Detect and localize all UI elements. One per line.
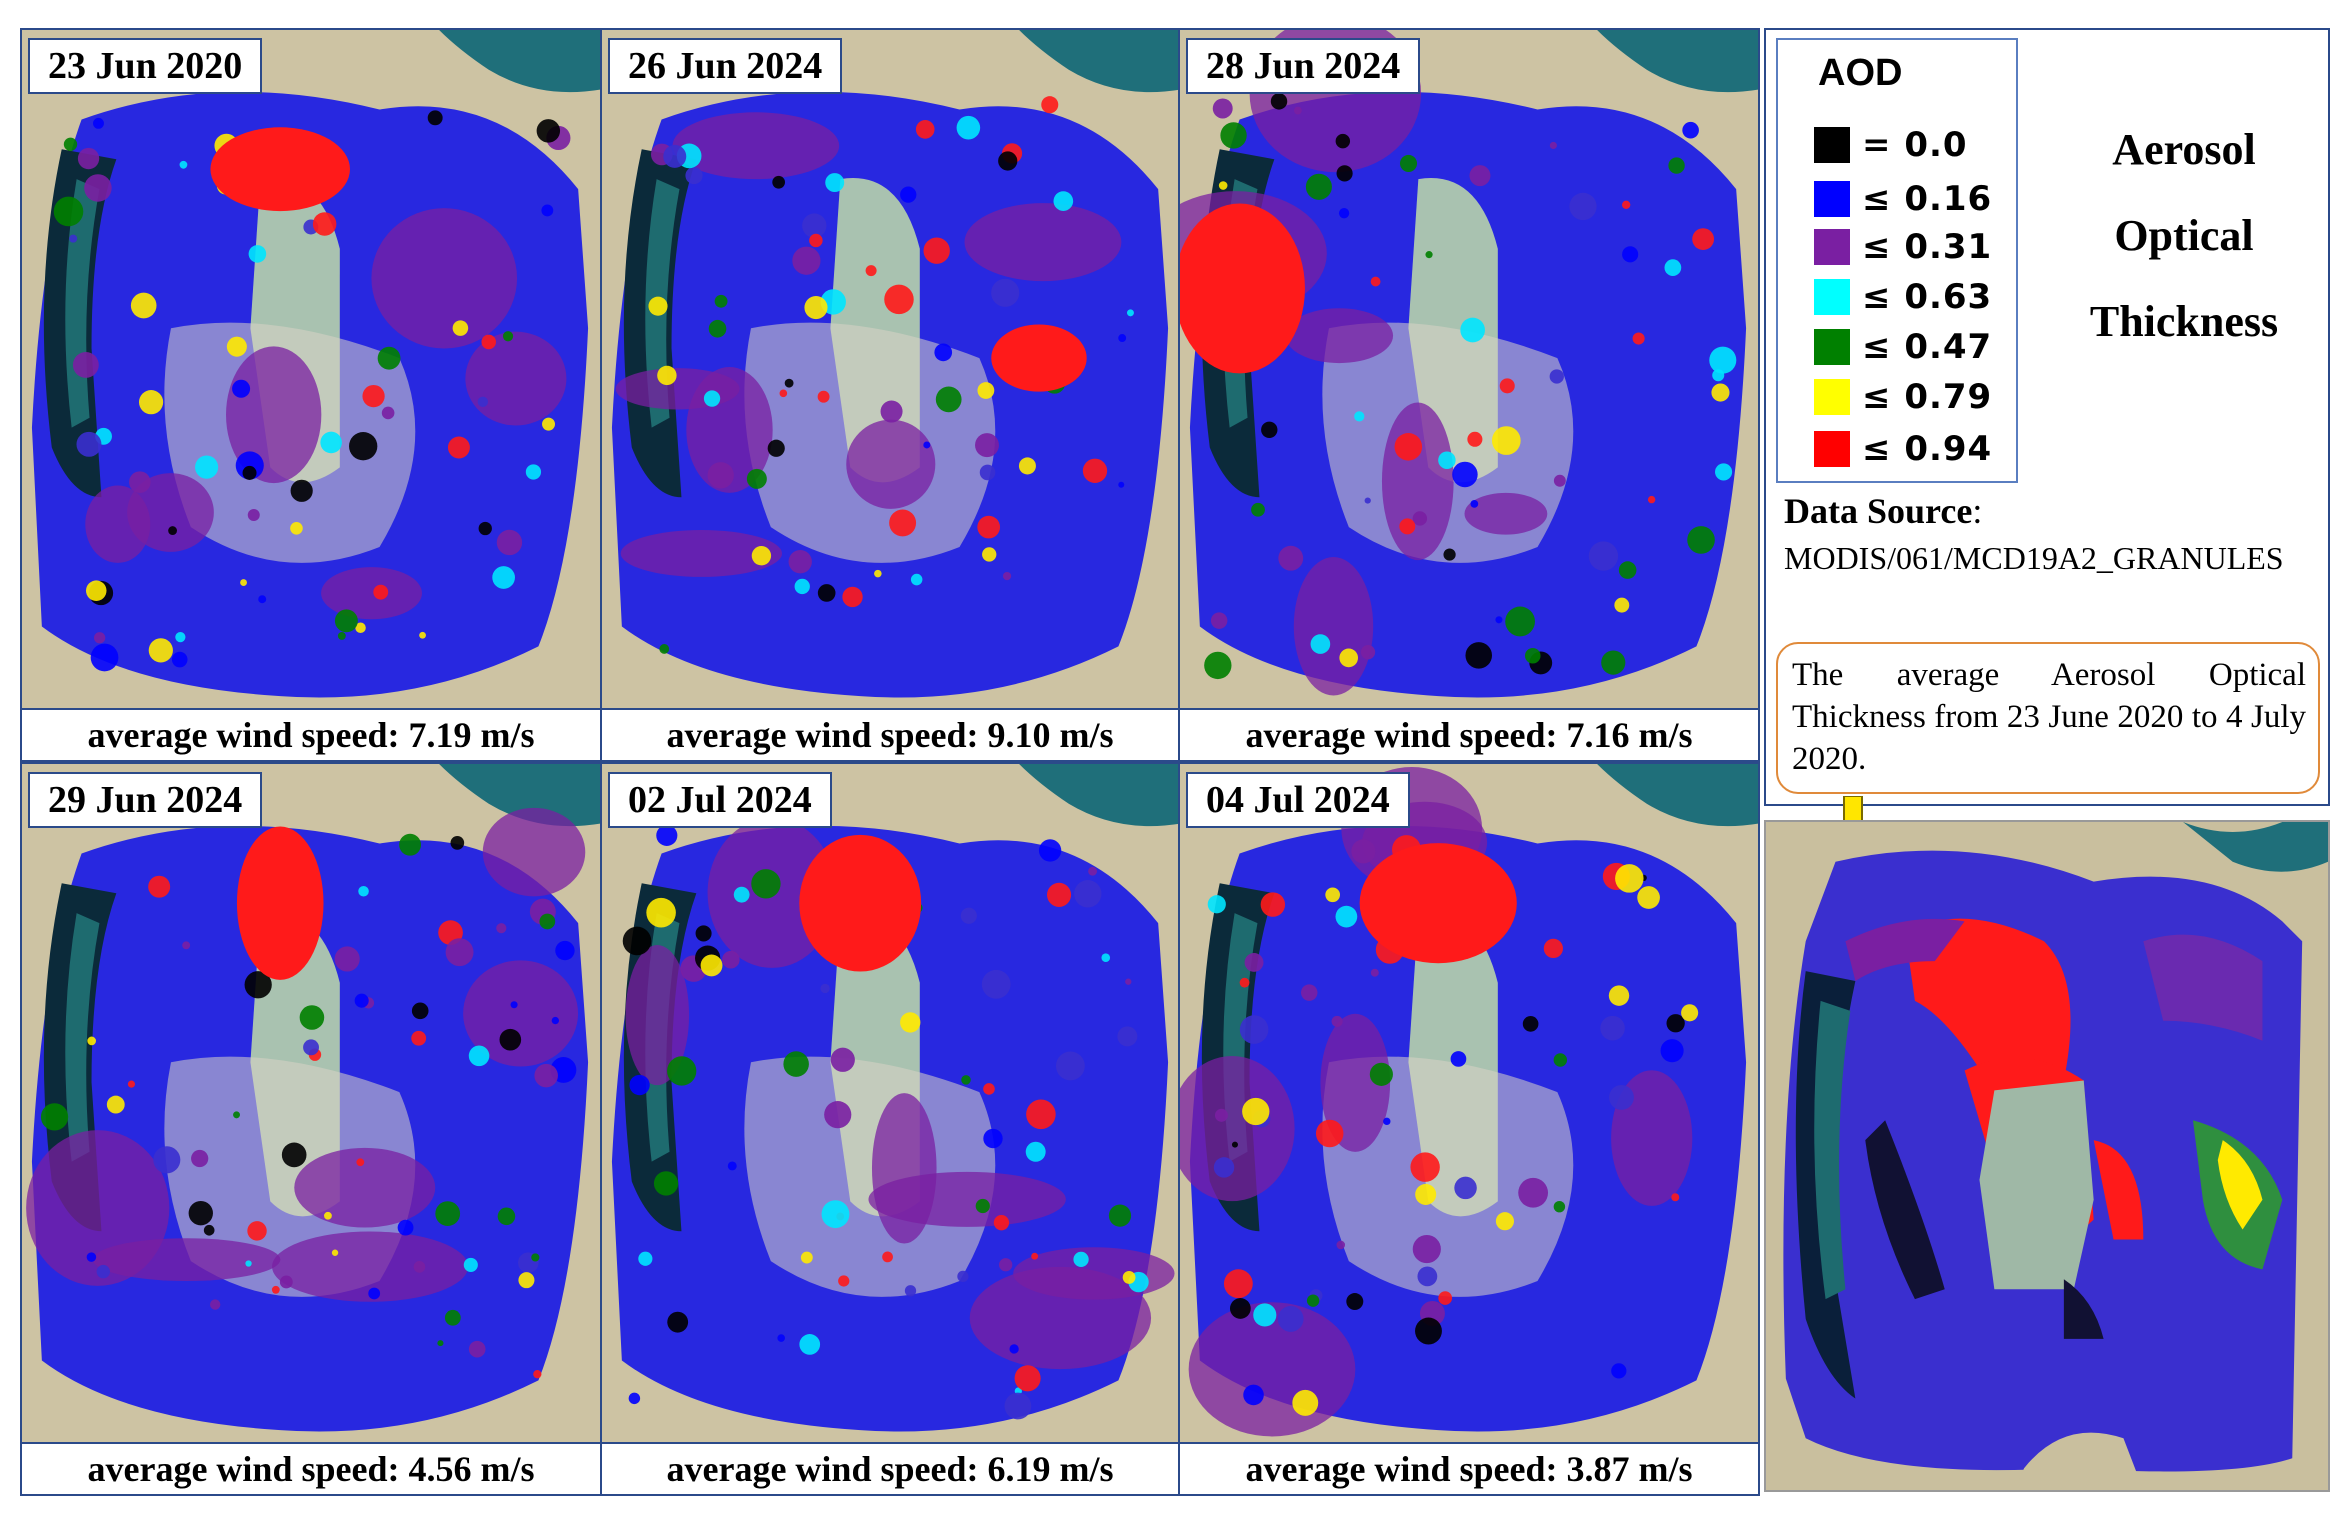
map-panel-3: 28 Jun 2024 xyxy=(1178,28,1760,714)
legend-item: ≤ 0.31 xyxy=(1814,226,1992,268)
legend-item: ≤ 0.63 xyxy=(1814,276,1992,318)
panel-date-label: 02 Jul 2024 xyxy=(608,772,832,828)
legend-label: ≤ 0.31 xyxy=(1862,227,1993,267)
map-panel-6: 04 Jul 2024 xyxy=(1178,762,1760,1448)
aot-title-line-1: Aerosol xyxy=(2112,125,2256,174)
data-source-value: MODIS/061/MCD19A2_GRANULES xyxy=(1784,540,2284,576)
panel-date-label: 29 Jun 2024 xyxy=(28,772,263,828)
wind-speed-label: average wind speed: 7.19 m/s xyxy=(20,708,602,762)
map-panel-1: 23 Jun 2020 xyxy=(20,28,602,714)
legend-label: ≤ 0.16 xyxy=(1862,179,1993,219)
aod-map-6 xyxy=(1180,764,1758,1446)
panel-date-label: 28 Jun 2024 xyxy=(1186,38,1421,94)
wind-speed-label: average wind speed: 9.10 m/s xyxy=(600,708,1180,762)
legend-item: ≤ 0.16 xyxy=(1814,178,1992,220)
legend-swatch xyxy=(1814,329,1850,365)
legend-label: ≤ 0.63 xyxy=(1862,277,1993,317)
average-note-box: The average Aerosol Optical Thickness fr… xyxy=(1776,642,2320,794)
legend-item: = 0.0 xyxy=(1814,124,1968,166)
legend-swatch xyxy=(1814,229,1850,265)
legend-swatch xyxy=(1814,279,1850,315)
average-note-text: The average Aerosol Optical Thickness fr… xyxy=(1792,657,2306,777)
map-panel-2: 26 Jun 2024 xyxy=(600,28,1182,714)
legend-swatch xyxy=(1814,127,1850,163)
aod-map-4 xyxy=(22,764,600,1446)
legend-label: ≤ 0.79 xyxy=(1862,377,1993,417)
data-source-colon: : xyxy=(1972,491,1983,531)
aod-map-3 xyxy=(1180,30,1758,712)
data-source-heading: Data Source: xyxy=(1784,490,1982,532)
aod-map-5 xyxy=(602,764,1180,1446)
legend-title: AOD xyxy=(1818,52,1903,94)
aot-title-line-2: Optical xyxy=(2114,211,2254,260)
panel-date-label: 04 Jul 2024 xyxy=(1186,772,1410,828)
wind-speed-label: average wind speed: 7.16 m/s xyxy=(1178,708,1760,762)
legend-frame: AOD = 0.0 ≤ 0.16 ≤ 0.31 ≤ 0.63 ≤ 0.47 ≤ … xyxy=(1764,28,2330,806)
legend-label: ≤ 0.47 xyxy=(1862,327,1993,367)
panel-date-label: 26 Jun 2024 xyxy=(608,38,843,94)
aod-map-2 xyxy=(602,30,1180,712)
aod-map-1 xyxy=(22,30,600,712)
map-panel-5: 02 Jul 2024 xyxy=(600,762,1182,1448)
map-panel-4: 29 Jun 2024 xyxy=(20,762,602,1448)
legend-swatch xyxy=(1814,431,1850,467)
wind-speed-label: average wind speed: 4.56 m/s xyxy=(20,1442,602,1496)
aot-title-line-3: Thickness xyxy=(2089,297,2279,346)
average-aod-map-panel xyxy=(1764,820,2330,1492)
aod-legend: AOD = 0.0 ≤ 0.16 ≤ 0.31 ≤ 0.63 ≤ 0.47 ≤ … xyxy=(1776,38,2018,483)
legend-item: ≤ 0.79 xyxy=(1814,376,1992,418)
legend-label: ≤ 0.94 xyxy=(1862,429,1993,469)
wind-speed-label: average wind speed: 6.19 m/s xyxy=(600,1442,1180,1496)
panel-date-label: 23 Jun 2020 xyxy=(28,38,263,94)
average-aod-map xyxy=(1766,822,2328,1490)
legend-swatch xyxy=(1814,379,1850,415)
legend-swatch xyxy=(1814,181,1850,217)
data-source-label: Data Source xyxy=(1784,491,1973,531)
legend-label: = 0.0 xyxy=(1862,125,1968,165)
legend-item: ≤ 0.94 xyxy=(1814,428,1992,470)
legend-item: ≤ 0.47 xyxy=(1814,326,1992,368)
wind-speed-label: average wind speed: 3.87 m/s xyxy=(1178,1442,1760,1496)
